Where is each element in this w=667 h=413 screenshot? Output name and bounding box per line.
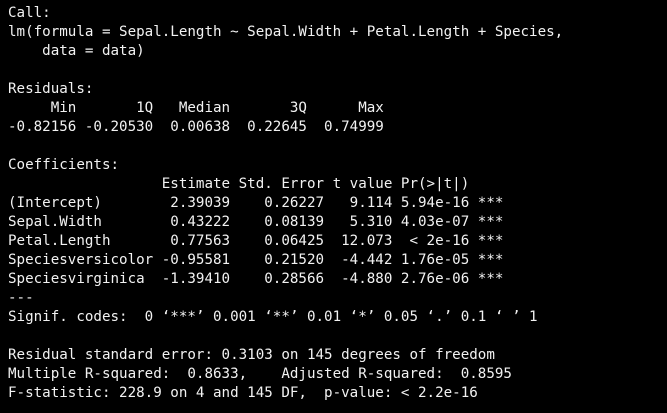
coefficient-row-speciesvirginica: Speciesvirginica -1.39410 0.28566 -4.880… [8, 271, 504, 287]
residuals-values: -0.82156 -0.20530 0.00638 0.22645 0.7499… [8, 119, 393, 135]
call-formula-line-1: lm(formula = Sepal.Length ~ Sepal.Width … [8, 24, 564, 40]
blank-line [8, 327, 667, 346]
coefficient-row-petal-length: Petal.Length 0.77563 0.06425 12.073 < 2e… [8, 233, 504, 249]
call-formula-line-2: data = data) [8, 43, 145, 59]
residual-standard-error: Residual standard error: 0.3103 on 145 d… [8, 347, 495, 363]
blank-line [8, 137, 667, 156]
coefficient-row-sepal-width: Sepal.Width 0.43222 0.08139 5.310 4.03e-… [8, 214, 504, 230]
residuals-column-header: Min 1Q Median 3Q Max [8, 100, 393, 116]
significance-codes: Signif. codes: 0 ‘***’ 0.001 ‘**’ 0.01 ‘… [8, 309, 538, 325]
call-header: Call: [8, 5, 51, 21]
f-statistic-line: F-statistic: 228.9 on 4 and 145 DF, p-va… [8, 385, 478, 401]
separator-line: --- [8, 290, 34, 306]
blank-line [8, 61, 667, 80]
coefficient-row-speciesversicolor: Speciesversicolor -0.95581 0.21520 -4.44… [8, 252, 504, 268]
coefficients-column-header: Estimate Std. Error t value Pr(>|t|) [8, 176, 504, 192]
residuals-header: Residuals: [8, 81, 94, 97]
coefficient-row-intercept: (Intercept) 2.39039 0.26227 9.114 5.94e-… [8, 195, 504, 211]
r-squared-line: Multiple R-squared: 0.8633, Adjusted R-s… [8, 366, 521, 382]
coefficients-header: Coefficients: [8, 157, 120, 173]
